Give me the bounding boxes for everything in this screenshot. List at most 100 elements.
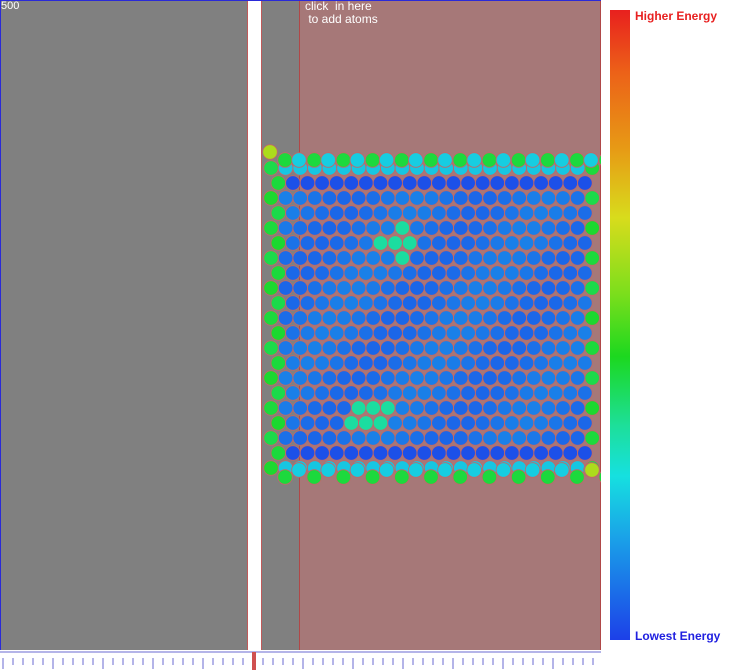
atom[interactable] — [533, 415, 549, 431]
atom[interactable] — [569, 310, 586, 326]
atom[interactable] — [423, 430, 440, 446]
atom[interactable] — [496, 400, 513, 416]
atom[interactable] — [402, 445, 418, 461]
atom[interactable] — [445, 295, 462, 311]
atom[interactable] — [548, 265, 564, 281]
atom[interactable] — [504, 415, 520, 431]
atom[interactable] — [431, 265, 447, 281]
atom[interactable] — [467, 220, 484, 236]
atom[interactable] — [438, 280, 454, 296]
atom[interactable] — [562, 385, 579, 401]
atom[interactable] — [431, 295, 447, 311]
atom[interactable] — [380, 430, 396, 446]
atom[interactable] — [365, 250, 381, 266]
atom[interactable] — [511, 220, 527, 236]
atom[interactable] — [277, 190, 294, 206]
atom[interactable] — [445, 205, 462, 221]
atom[interactable] — [349, 462, 366, 478]
atom[interactable] — [533, 355, 549, 371]
atom[interactable] — [299, 175, 316, 191]
atom[interactable] — [460, 415, 476, 431]
atom[interactable] — [387, 355, 403, 371]
atom[interactable] — [510, 152, 527, 168]
atom[interactable] — [438, 310, 454, 326]
atom[interactable] — [577, 295, 593, 311]
atom[interactable] — [489, 385, 506, 401]
atom[interactable] — [577, 385, 593, 401]
atom[interactable] — [350, 280, 367, 296]
atom[interactable] — [482, 430, 498, 446]
atom[interactable] — [482, 280, 498, 296]
atom[interactable] — [387, 295, 403, 311]
atom[interactable] — [489, 205, 506, 221]
atom[interactable] — [460, 325, 476, 341]
atom[interactable] — [584, 430, 600, 446]
atom[interactable] — [495, 462, 512, 478]
atom[interactable] — [321, 220, 338, 236]
atom[interactable] — [540, 430, 557, 446]
atom[interactable] — [358, 385, 374, 401]
atom[interactable] — [416, 235, 433, 251]
atom[interactable] — [555, 280, 571, 296]
atom[interactable] — [489, 355, 506, 371]
atom[interactable] — [533, 325, 549, 341]
atom[interactable] — [270, 175, 287, 191]
atom[interactable] — [358, 415, 374, 431]
time-slider-handle[interactable] — [252, 652, 256, 670]
atom[interactable] — [548, 175, 564, 191]
atom[interactable] — [453, 280, 469, 296]
atom[interactable] — [350, 190, 367, 206]
atom[interactable] — [387, 415, 403, 431]
atom[interactable] — [358, 175, 374, 191]
atom[interactable] — [584, 220, 600, 236]
atom[interactable] — [496, 220, 513, 236]
atom[interactable] — [277, 152, 293, 168]
atom[interactable] — [394, 370, 411, 386]
atom[interactable] — [329, 415, 345, 431]
atom[interactable] — [467, 250, 484, 266]
atom[interactable] — [372, 415, 389, 431]
atom[interactable] — [511, 190, 527, 206]
atom[interactable] — [343, 295, 360, 311]
atom[interactable] — [307, 400, 323, 416]
atom[interactable] — [277, 340, 294, 356]
atom[interactable] — [569, 370, 586, 386]
atom[interactable] — [329, 325, 345, 341]
atom[interactable] — [526, 250, 542, 266]
atom[interactable] — [540, 220, 557, 236]
atom[interactable] — [350, 340, 367, 356]
atom[interactable] — [270, 265, 287, 281]
atom[interactable] — [504, 265, 520, 281]
atom[interactable] — [402, 175, 418, 191]
atom[interactable] — [299, 385, 316, 401]
atom[interactable] — [518, 355, 535, 371]
atom[interactable] — [598, 153, 601, 168]
atom[interactable] — [431, 235, 447, 251]
atom[interactable] — [554, 462, 570, 478]
atom[interactable] — [307, 340, 323, 356]
atom[interactable] — [460, 295, 476, 311]
atom[interactable] — [438, 340, 454, 356]
atom[interactable] — [555, 370, 571, 386]
atom[interactable] — [518, 415, 535, 431]
atom[interactable] — [364, 469, 381, 485]
atom[interactable] — [533, 265, 549, 281]
atom[interactable] — [577, 205, 593, 221]
atom[interactable] — [402, 265, 418, 281]
atom[interactable] — [467, 370, 484, 386]
atom[interactable] — [453, 310, 469, 326]
atom[interactable] — [314, 175, 330, 191]
atom[interactable] — [292, 220, 308, 236]
atom[interactable] — [292, 340, 308, 356]
atom[interactable] — [482, 370, 498, 386]
atom[interactable] — [423, 152, 439, 168]
atom[interactable] — [416, 295, 433, 311]
atom[interactable] — [263, 250, 279, 266]
atom[interactable] — [343, 415, 360, 431]
atom[interactable] — [584, 250, 600, 266]
atom[interactable] — [285, 205, 301, 221]
atom[interactable] — [562, 265, 579, 281]
atom[interactable] — [402, 205, 418, 221]
atom[interactable] — [511, 250, 527, 266]
atom[interactable] — [321, 430, 338, 446]
